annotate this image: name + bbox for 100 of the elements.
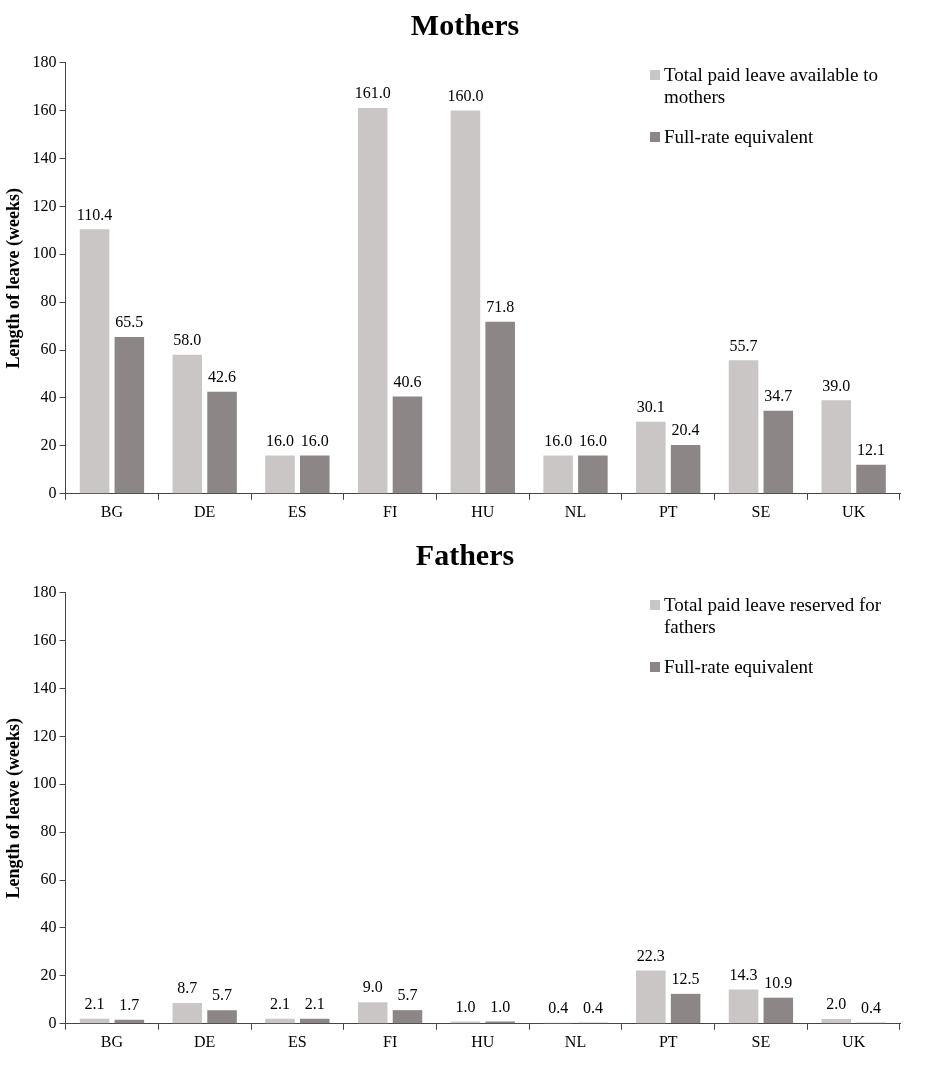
data-label: 12.1 (857, 441, 886, 459)
bar (299, 1018, 330, 1024)
bar (728, 989, 759, 1024)
chart-title: Mothers (409, 8, 521, 42)
bar (821, 1019, 852, 1024)
x-tick-label: PT (658, 502, 678, 520)
x-tick-label: FI (382, 1032, 398, 1050)
y-tick-label: 180 (32, 582, 57, 600)
y-tick-label: 80 (40, 292, 57, 310)
bar (392, 396, 423, 494)
x-tick-label: ES (288, 1032, 307, 1050)
bar (207, 391, 237, 494)
x-tick-label: PT (658, 1032, 678, 1050)
bar (821, 400, 852, 494)
data-label: 16.0 (300, 431, 329, 449)
data-label: 71.8 (486, 298, 515, 315)
x-tick-label: NL (564, 502, 587, 520)
bar (392, 1010, 423, 1024)
data-label: 2.1 (269, 994, 290, 1012)
data-label: 34.7 (764, 386, 793, 404)
data-label: 55.7 (729, 336, 758, 354)
data-label: 65.5 (115, 313, 144, 331)
data-label: 22.3 (636, 946, 665, 964)
data-label: 0.4 (861, 999, 882, 1017)
data-label: 0.4 (548, 999, 569, 1017)
bar (357, 1002, 388, 1024)
x-tick-label: HU (471, 1032, 495, 1050)
bar (265, 1018, 295, 1024)
legend-label: Total paid leave reserved for fathers (664, 594, 883, 638)
data-label: 30.1 (636, 397, 665, 415)
data-label: 1.0 (455, 997, 476, 1015)
data-label: 16.0 (544, 431, 573, 449)
data-label: 1.7 (119, 995, 140, 1013)
data-label: 12.5 (671, 970, 700, 988)
x-tick-label: HU (471, 502, 495, 520)
bar (357, 108, 388, 494)
chart-title: Fathers (414, 538, 516, 572)
y-tick-label: 60 (40, 340, 57, 358)
y-tick-label: 140 (32, 678, 57, 696)
y-tick-label: 100 (32, 774, 57, 792)
data-label: 16.0 (578, 431, 607, 449)
y-tick-label: 80 (40, 822, 57, 840)
bar (543, 455, 573, 494)
legend-label: Total paid leave available to mothers (664, 64, 879, 108)
y-tick-label: 40 (40, 918, 57, 936)
data-label: 20.4 (671, 421, 700, 439)
bar (299, 455, 330, 494)
y-tick-label: 140 (32, 148, 57, 166)
y-tick-label: 160 (32, 100, 57, 118)
bar (763, 997, 794, 1024)
bar (578, 455, 608, 494)
y-axis-title: Length of leave (weeks) (3, 187, 25, 369)
bar (172, 354, 203, 494)
y-tick-label: 40 (40, 388, 57, 406)
y-tick-label: 0 (48, 484, 57, 501)
x-tick-label: BG (100, 502, 124, 520)
data-label: 5.7 (212, 986, 233, 1004)
bar (265, 455, 295, 494)
data-label: 40.6 (393, 372, 422, 390)
x-tick-label: NL (564, 1032, 587, 1050)
x-tick-label: DE (194, 502, 216, 520)
x-tick-label: DE (194, 1032, 216, 1050)
data-label: 1.0 (490, 997, 511, 1015)
bar (114, 336, 145, 494)
x-tick-label: ES (288, 502, 307, 520)
data-label: 110.4 (76, 205, 113, 223)
bar (79, 229, 110, 494)
data-label: 160.0 (447, 86, 484, 104)
x-tick-label: BG (100, 1032, 124, 1050)
y-tick-label: 20 (40, 436, 57, 454)
bar (763, 410, 794, 494)
y-tick-label: 100 (32, 244, 57, 262)
data-label: 14.3 (729, 965, 758, 983)
data-label: 42.6 (208, 367, 237, 385)
y-tick-label: 60 (40, 870, 57, 888)
bar (636, 421, 666, 494)
x-tick-label: SE (751, 1032, 771, 1050)
y-tick-label: 20 (40, 966, 57, 984)
bar (856, 464, 886, 494)
bar (172, 1002, 203, 1024)
data-label: 58.0 (173, 331, 202, 349)
data-label: 9.0 (362, 978, 383, 996)
y-tick-label: 120 (32, 726, 57, 744)
data-label: 2.1 (304, 994, 325, 1012)
legend-label: Full-rate equivalent (664, 126, 814, 148)
data-label: 2.1 (84, 994, 105, 1012)
x-tick-label: SE (751, 502, 771, 520)
legend-label: Full-rate equivalent (664, 656, 814, 678)
y-tick-label: 120 (32, 196, 57, 214)
data-label: 161.0 (354, 84, 391, 102)
data-label: 8.7 (177, 979, 198, 997)
bar (728, 360, 759, 494)
y-tick-label: 160 (32, 630, 57, 648)
x-tick-label: UK (842, 502, 866, 520)
data-label: 10.9 (764, 973, 793, 991)
bar (636, 970, 666, 1024)
x-tick-label: UK (842, 1032, 866, 1050)
bar (670, 444, 701, 494)
data-label: 5.7 (397, 986, 418, 1004)
bar (450, 110, 481, 494)
